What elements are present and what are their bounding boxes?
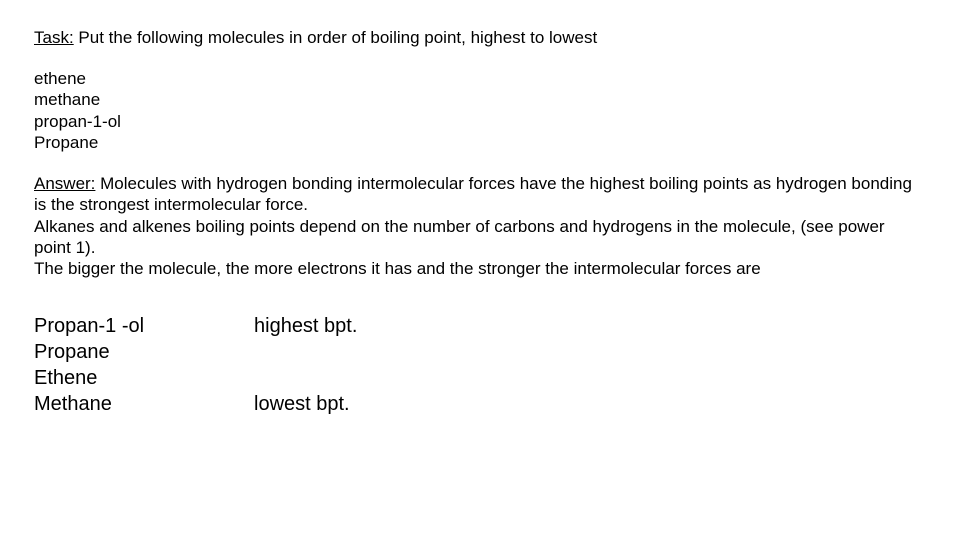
ranking-names: Propan-1 -ol Propane Ethene Methane <box>34 313 254 417</box>
molecule-item: methane <box>34 89 926 110</box>
answer-block: Answer: Molecules with hydrogen bonding … <box>34 173 926 279</box>
answer-line: Molecules with hydrogen bonding intermol… <box>34 174 912 214</box>
ranking-labels: highest bpt. lowest bpt. <box>254 313 357 417</box>
lowest-label: lowest bpt. <box>254 391 357 417</box>
slide-page: Task: Put the following molecules in ord… <box>0 0 960 540</box>
molecule-item: Propane <box>34 132 926 153</box>
answer-line: The bigger the molecule, the more electr… <box>34 259 761 278</box>
ranking-item: Ethene <box>34 365 254 391</box>
answer-label: Answer: <box>34 174 95 193</box>
highest-label: highest bpt. <box>254 313 357 339</box>
molecule-item: propan-1-ol <box>34 111 926 132</box>
molecule-list: ethene methane propan-1-ol Propane <box>34 68 926 153</box>
task-text: Put the following molecules in order of … <box>74 28 598 47</box>
ranking-item: Methane <box>34 391 254 417</box>
ranking-item: Propane <box>34 339 254 365</box>
task-label: Task: <box>34 28 74 47</box>
ranking-row: Propan-1 -ol Propane Ethene Methane high… <box>34 313 926 417</box>
ranking-item: Propan-1 -ol <box>34 313 254 339</box>
task-line: Task: Put the following molecules in ord… <box>34 28 926 48</box>
molecule-item: ethene <box>34 68 926 89</box>
answer-line: Alkanes and alkenes boiling points depen… <box>34 217 885 257</box>
